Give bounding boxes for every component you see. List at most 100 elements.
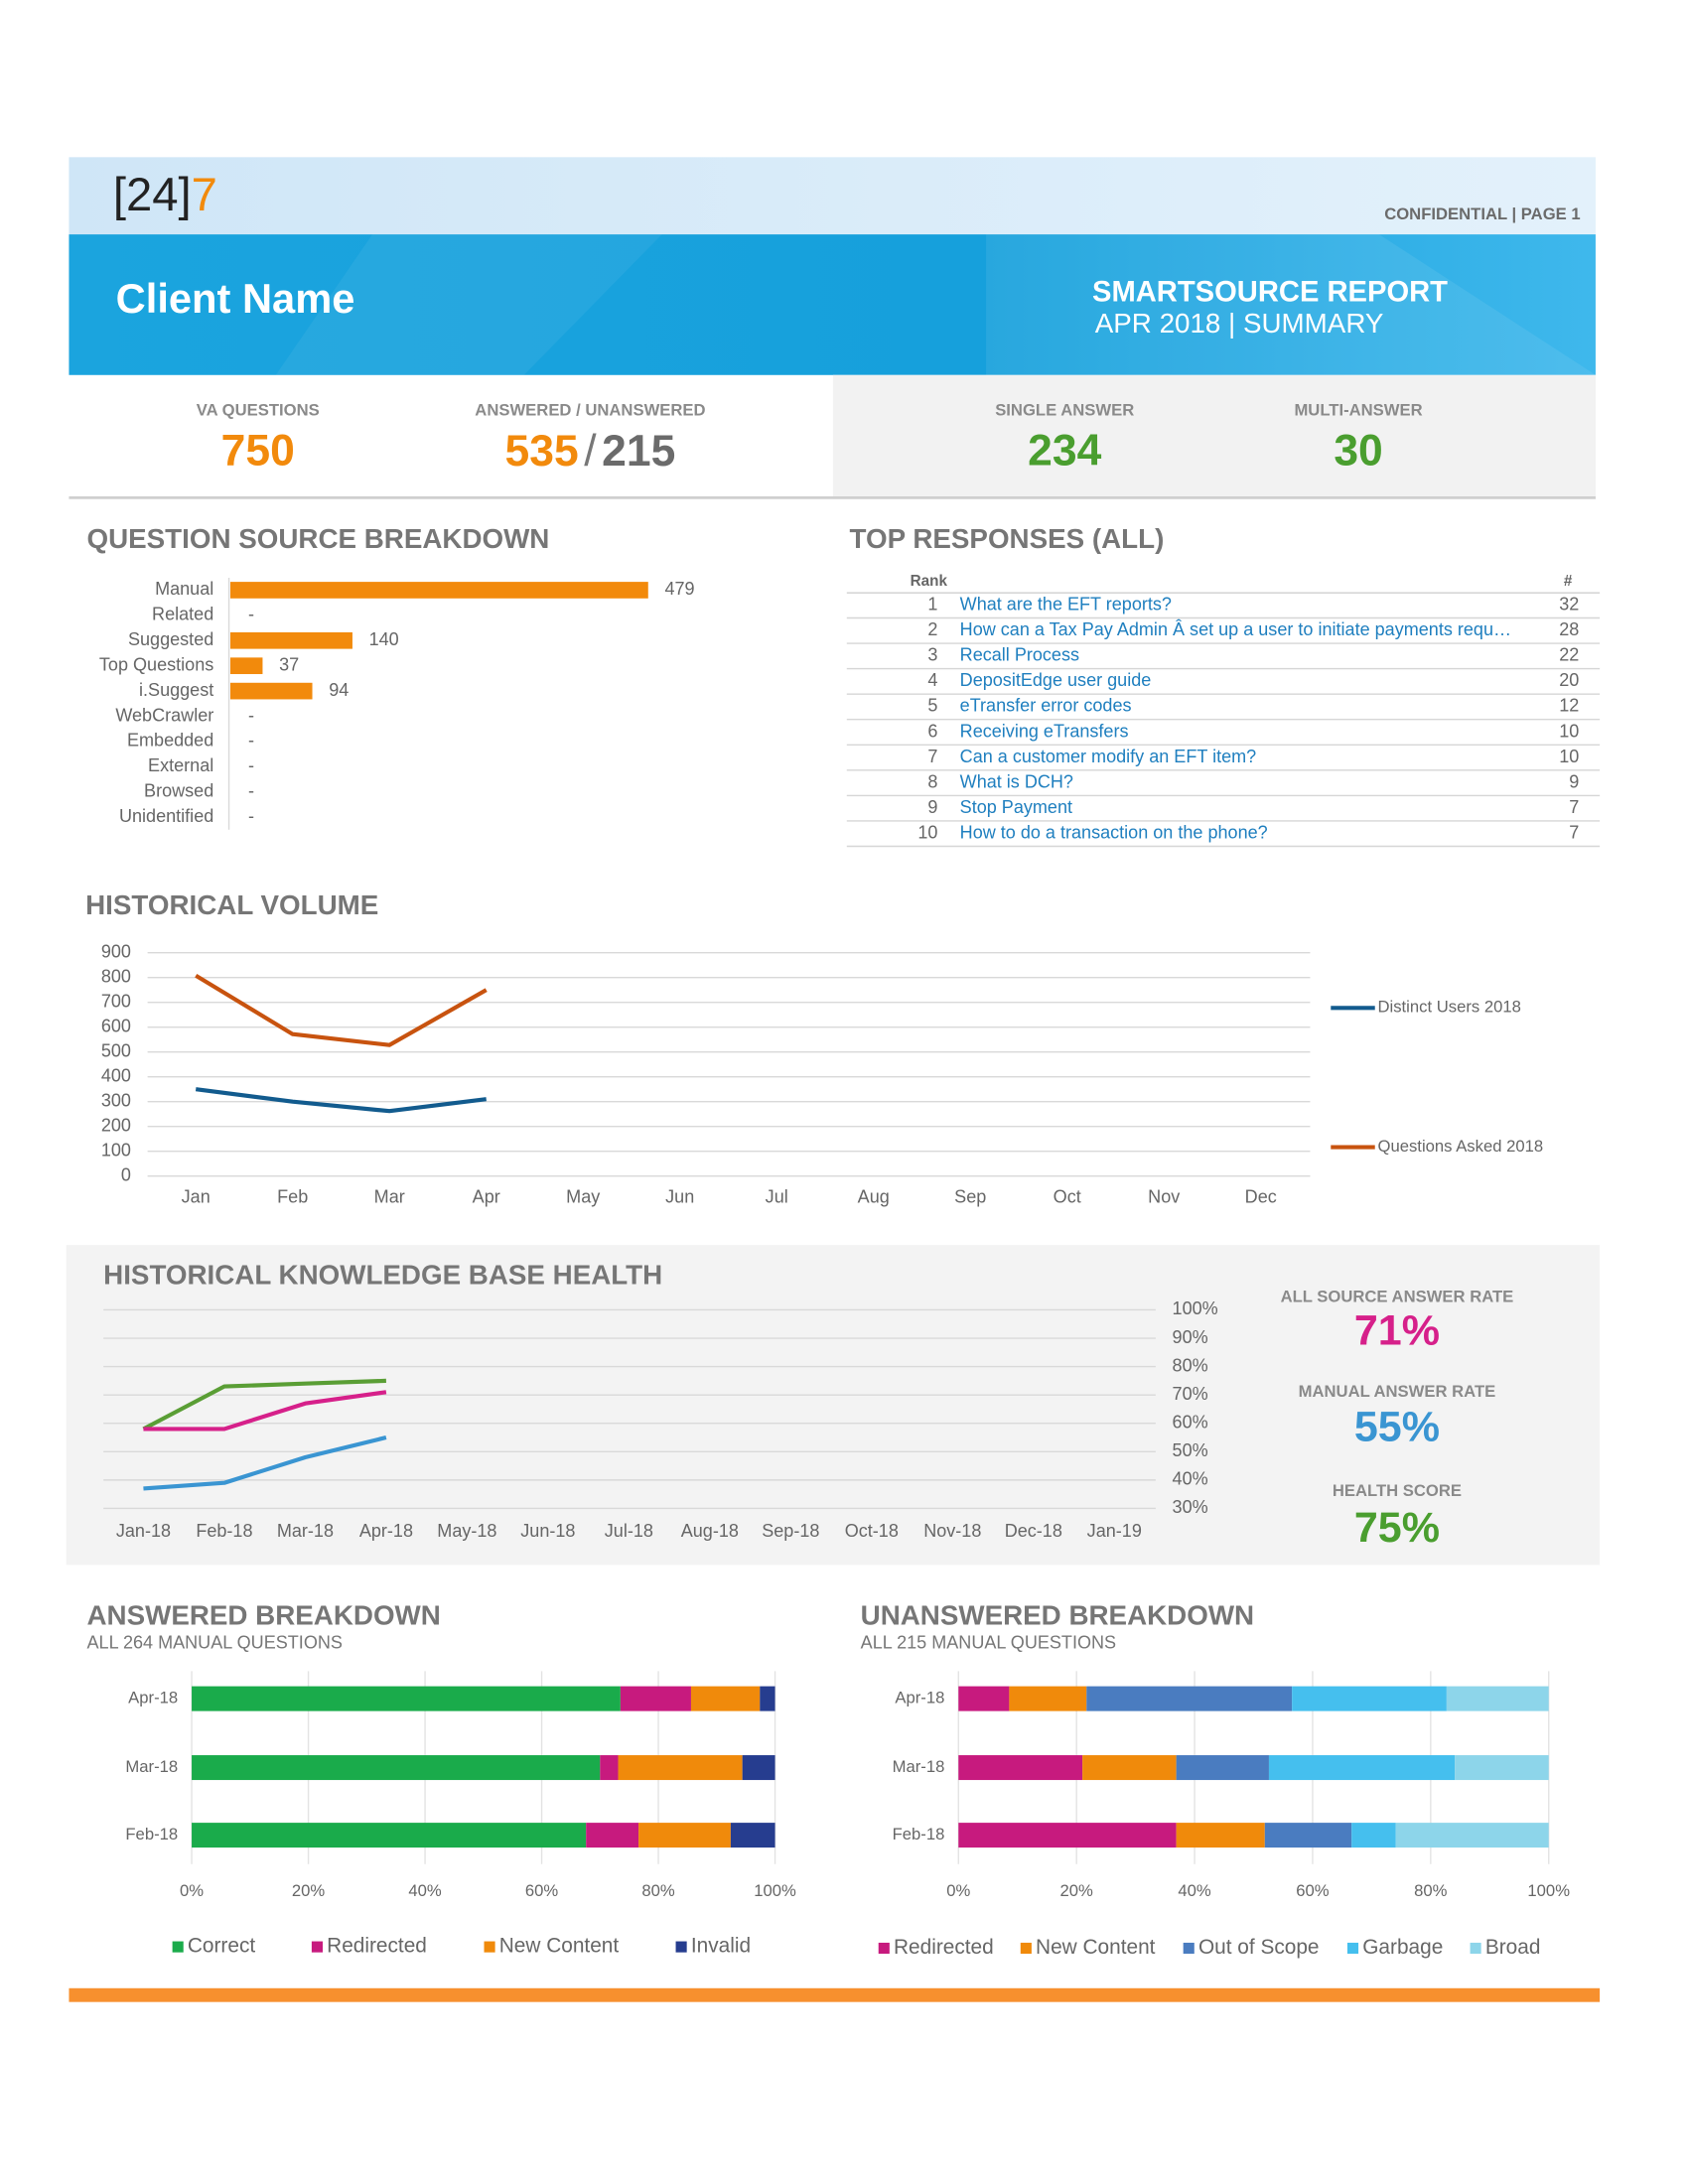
category-label: Related	[152, 605, 213, 624]
response-count: 7	[1569, 822, 1579, 842]
kpi-label: MULTI-ANSWER	[1294, 400, 1422, 419]
legend-label: Redirected	[327, 1935, 427, 1958]
y-tick-label: 100	[101, 1140, 131, 1160]
y-tick-label: 80%	[1173, 1355, 1208, 1375]
logo-text: [24]	[113, 169, 192, 221]
y-tick-label: 60%	[1173, 1412, 1208, 1432]
legend-swatch	[1183, 1942, 1195, 1955]
legend-label: Broad	[1485, 1936, 1541, 1959]
category-label: Apr-18	[895, 1689, 944, 1707]
series-line	[143, 1390, 387, 1432]
response-link: Can a customer modify an EFT item?	[960, 747, 1257, 766]
legend-label: Invalid	[691, 1935, 751, 1958]
x-tick-label: Jun-18	[520, 1521, 575, 1541]
series-line	[195, 973, 488, 1047]
bar-segment	[638, 1823, 731, 1848]
response-link: What are the EFT reports?	[960, 594, 1172, 614]
bar-segment	[1176, 1755, 1269, 1781]
bar-segment	[192, 1755, 601, 1781]
footer-bar	[69, 1987, 1601, 2002]
legend-label: Correct	[188, 1935, 255, 1958]
x-tick-label: 40%	[1178, 1881, 1211, 1900]
legend-swatch	[1470, 1942, 1481, 1955]
category-label: Browsed	[144, 781, 213, 801]
y-tick-label: 90%	[1173, 1327, 1208, 1347]
x-tick-label: 0%	[180, 1881, 204, 1900]
bar-segment	[1455, 1755, 1549, 1781]
value-label: 37	[279, 654, 299, 674]
kpi-value: 30	[1334, 427, 1382, 476]
header-facet	[275, 234, 662, 375]
kpi-label: VA QUESTIONS	[197, 400, 320, 419]
x-tick-label: 60%	[525, 1881, 559, 1900]
header-top	[69, 157, 1596, 235]
x-tick-label: Oct	[1054, 1187, 1081, 1207]
category-label: Top Questions	[99, 654, 213, 674]
bar-segment	[620, 1686, 691, 1711]
legend-swatch	[1346, 1942, 1359, 1955]
bar-segment	[1264, 1823, 1352, 1848]
logo-accent: 7	[192, 169, 217, 221]
x-tick-label: Apr-18	[359, 1521, 413, 1541]
category-label: Embedded	[127, 731, 213, 751]
column-header: Rank	[911, 573, 948, 590]
response-link: What is DCH?	[960, 771, 1073, 791]
unanswered-value: 215	[602, 427, 675, 476]
response-count: 12	[1559, 696, 1579, 716]
bar-segment	[192, 1823, 587, 1848]
legend-swatch	[878, 1942, 890, 1955]
bar	[229, 657, 263, 675]
x-tick-label: Nov	[1148, 1187, 1180, 1207]
bar-segment	[1086, 1686, 1293, 1711]
category-label: Mar-18	[893, 1757, 945, 1776]
value-label: 479	[664, 579, 694, 599]
x-tick-label: 100%	[1527, 1881, 1570, 1900]
response-count: 28	[1559, 619, 1579, 639]
legend-swatch	[1020, 1942, 1032, 1955]
bar-segment	[600, 1755, 619, 1781]
series-line	[195, 1087, 487, 1114]
response-link: How to do a transaction on the phone?	[960, 822, 1268, 842]
bar	[229, 582, 648, 599]
stat-title: ALL SOURCE ANSWER RATE	[1281, 1287, 1514, 1305]
category-label: Mar-18	[125, 1757, 178, 1776]
series-line	[142, 1378, 386, 1432]
response-link: Recall Process	[960, 645, 1079, 665]
category-label: Feb-18	[125, 1825, 178, 1843]
x-tick-label: Aug-18	[681, 1521, 739, 1541]
legend-label: Garbage	[1362, 1936, 1443, 1959]
response-link: Receiving eTransfers	[960, 721, 1129, 741]
legend-swatch	[311, 1941, 323, 1953]
legend-label: Distinct Users 2018	[1378, 998, 1521, 1017]
bar-segment	[586, 1823, 639, 1848]
x-tick-label: Aug	[858, 1187, 890, 1207]
x-tick-label: Jul-18	[605, 1521, 653, 1541]
x-tick-label: 60%	[1296, 1881, 1330, 1900]
confidential: CONFIDENTIAL | PAGE 1	[1384, 205, 1580, 223]
series-line	[143, 1434, 387, 1491]
stat-value: 71%	[1354, 1306, 1440, 1354]
x-tick-label: Mar-18	[277, 1521, 334, 1541]
response-count: 22	[1559, 645, 1579, 665]
rank: 7	[927, 747, 937, 766]
response-link: eTransfer error codes	[960, 696, 1132, 716]
value-label: -	[248, 605, 254, 624]
y-tick-label: 600	[101, 1016, 131, 1035]
x-tick-label: Mar	[374, 1187, 405, 1207]
category-label: WebCrawler	[115, 705, 213, 725]
stat-title: MANUAL ANSWER RATE	[1299, 1382, 1496, 1401]
y-tick-label: 300	[101, 1090, 131, 1110]
rank: 4	[927, 670, 937, 690]
kpi-value: 535/215	[505, 427, 676, 476]
rank: 9	[927, 797, 937, 817]
header-band	[69, 234, 1596, 375]
x-tick-label: 80%	[641, 1881, 675, 1900]
bar-segment	[1268, 1755, 1456, 1781]
answered-value: 535	[505, 427, 579, 476]
x-tick-label: Jun	[665, 1187, 694, 1207]
x-tick-label: Feb-18	[196, 1521, 252, 1541]
bar-segment	[1351, 1823, 1396, 1848]
bar-segment	[1446, 1686, 1549, 1711]
x-tick-label: Sep-18	[762, 1521, 819, 1541]
category-label: Unidentified	[119, 806, 213, 826]
